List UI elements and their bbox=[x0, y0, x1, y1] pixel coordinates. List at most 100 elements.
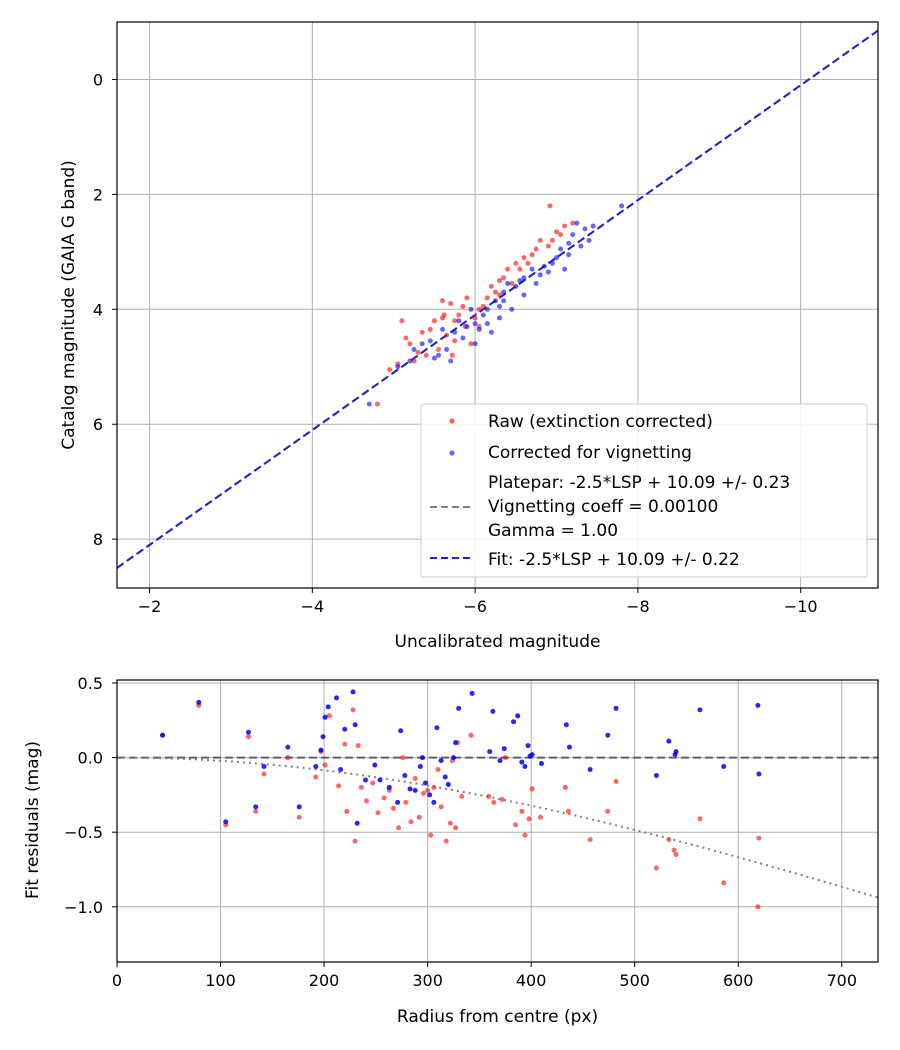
raw-point bbox=[399, 318, 405, 324]
residual-corrected-point bbox=[253, 804, 259, 810]
bottom-x-tick-label: 600 bbox=[723, 971, 754, 990]
residual-corrected-point bbox=[320, 734, 326, 740]
raw-point bbox=[427, 326, 433, 332]
top-x-tick-label: −10 bbox=[784, 597, 818, 616]
corrected-point bbox=[448, 358, 454, 364]
residual-corrected-point bbox=[539, 761, 545, 767]
residual-raw-point bbox=[416, 814, 422, 820]
legend-box bbox=[420, 403, 868, 578]
residual-corrected-point bbox=[338, 767, 344, 773]
top-y-tick-label: 0 bbox=[93, 70, 103, 89]
bottom-y-tick-label: −1.0 bbox=[64, 898, 103, 917]
residual-raw-point bbox=[613, 778, 619, 784]
raw-point bbox=[407, 341, 413, 347]
raw-point bbox=[449, 352, 455, 358]
residual-raw-point bbox=[245, 734, 251, 740]
residual-corrected-point bbox=[487, 749, 493, 755]
bottom-x-axis-label: Radius from centre (px) bbox=[397, 1007, 598, 1027]
residual-raw-point bbox=[428, 832, 434, 838]
residual-raw-point bbox=[326, 713, 332, 719]
raw-point bbox=[415, 349, 421, 355]
raw-point bbox=[545, 243, 551, 249]
bottom-x-tick-label: 0 bbox=[112, 971, 122, 990]
raw-point bbox=[440, 315, 446, 321]
residual-raw-point bbox=[438, 804, 444, 810]
corrected-point bbox=[435, 352, 441, 358]
residual-corrected-point bbox=[566, 744, 572, 750]
residual-raw-point bbox=[253, 808, 259, 814]
residual-corrected-point bbox=[245, 729, 251, 735]
corrected-point bbox=[549, 260, 555, 266]
corrected-point bbox=[545, 269, 551, 275]
residual-corrected-point bbox=[605, 732, 611, 738]
raw-point bbox=[452, 338, 458, 344]
bottom-y-tick-label: 0.0 bbox=[78, 749, 103, 768]
residual-corrected-point bbox=[587, 767, 593, 773]
corrected-point bbox=[484, 321, 490, 327]
raw-point bbox=[497, 292, 503, 298]
legend-platepar-label-3: Gamma = 1.00 bbox=[488, 521, 618, 541]
top-x-tick-label: −8 bbox=[626, 597, 650, 616]
residual-raw-point bbox=[408, 819, 414, 825]
bottom-plot-frame bbox=[116, 679, 879, 963]
residual-raw-point bbox=[443, 838, 449, 844]
residual-corrected-point bbox=[223, 819, 229, 825]
residual-corrected-point bbox=[450, 755, 456, 761]
bottom-x-tick-label: 700 bbox=[826, 971, 857, 990]
residual-corrected-point bbox=[755, 702, 761, 708]
top-y-tick-label: 4 bbox=[93, 300, 103, 319]
top-x-tick-label: −4 bbox=[301, 597, 325, 616]
corrected-point bbox=[497, 315, 503, 321]
residual-corrected-point bbox=[445, 781, 451, 787]
residual-corrected-point bbox=[296, 804, 302, 810]
corrected-point bbox=[488, 329, 494, 335]
corrected-point bbox=[452, 329, 458, 335]
residual-raw-point bbox=[322, 762, 328, 768]
corrected-point bbox=[431, 355, 437, 361]
raw-point bbox=[547, 203, 553, 209]
residual-corrected-point bbox=[160, 732, 166, 738]
residual-corrected-point bbox=[386, 784, 392, 790]
residual-corrected-point bbox=[350, 689, 356, 695]
residual-corrected-point bbox=[438, 758, 444, 764]
residual-raw-point bbox=[653, 865, 659, 871]
residual-raw-point bbox=[756, 835, 762, 841]
corrected-point bbox=[578, 243, 584, 249]
residual-corrected-point bbox=[653, 772, 659, 778]
corrected-point bbox=[468, 306, 474, 312]
residual-corrected-point bbox=[322, 714, 328, 720]
residual-raw-point bbox=[491, 799, 497, 805]
residual-corrected-point bbox=[529, 752, 535, 758]
residual-raw-point bbox=[390, 805, 396, 811]
residual-corrected-point bbox=[721, 764, 727, 770]
raw-point bbox=[549, 237, 555, 243]
raw-point bbox=[554, 229, 560, 235]
residual-corrected-point bbox=[427, 792, 433, 798]
residual-raw-point bbox=[435, 767, 441, 773]
residual-raw-point bbox=[522, 832, 528, 838]
corrected-point bbox=[586, 237, 592, 243]
raw-point bbox=[435, 347, 441, 353]
bottom-x-tick-label: 100 bbox=[205, 971, 236, 990]
corrected-point bbox=[484, 306, 490, 312]
corrected-point bbox=[472, 341, 478, 347]
corrected-point bbox=[472, 321, 478, 327]
raw-point bbox=[562, 223, 568, 229]
residual-raw-point bbox=[261, 771, 267, 777]
residual-corrected-point bbox=[325, 704, 331, 710]
residual-raw-point bbox=[400, 755, 406, 761]
corrected-point bbox=[419, 341, 425, 347]
corrected-point bbox=[480, 312, 486, 318]
residual-raw-point bbox=[358, 784, 364, 790]
corrected-point bbox=[444, 347, 450, 353]
residual-corrected-point bbox=[673, 749, 679, 755]
raw-point bbox=[525, 260, 531, 266]
raw-point bbox=[570, 220, 576, 226]
residual-raw-point bbox=[412, 775, 418, 781]
residual-raw-point bbox=[431, 784, 437, 790]
residual-corrected-point bbox=[285, 744, 291, 750]
corrected-point bbox=[541, 263, 547, 269]
residual-raw-point bbox=[605, 808, 611, 814]
residual-raw-point bbox=[381, 795, 387, 801]
